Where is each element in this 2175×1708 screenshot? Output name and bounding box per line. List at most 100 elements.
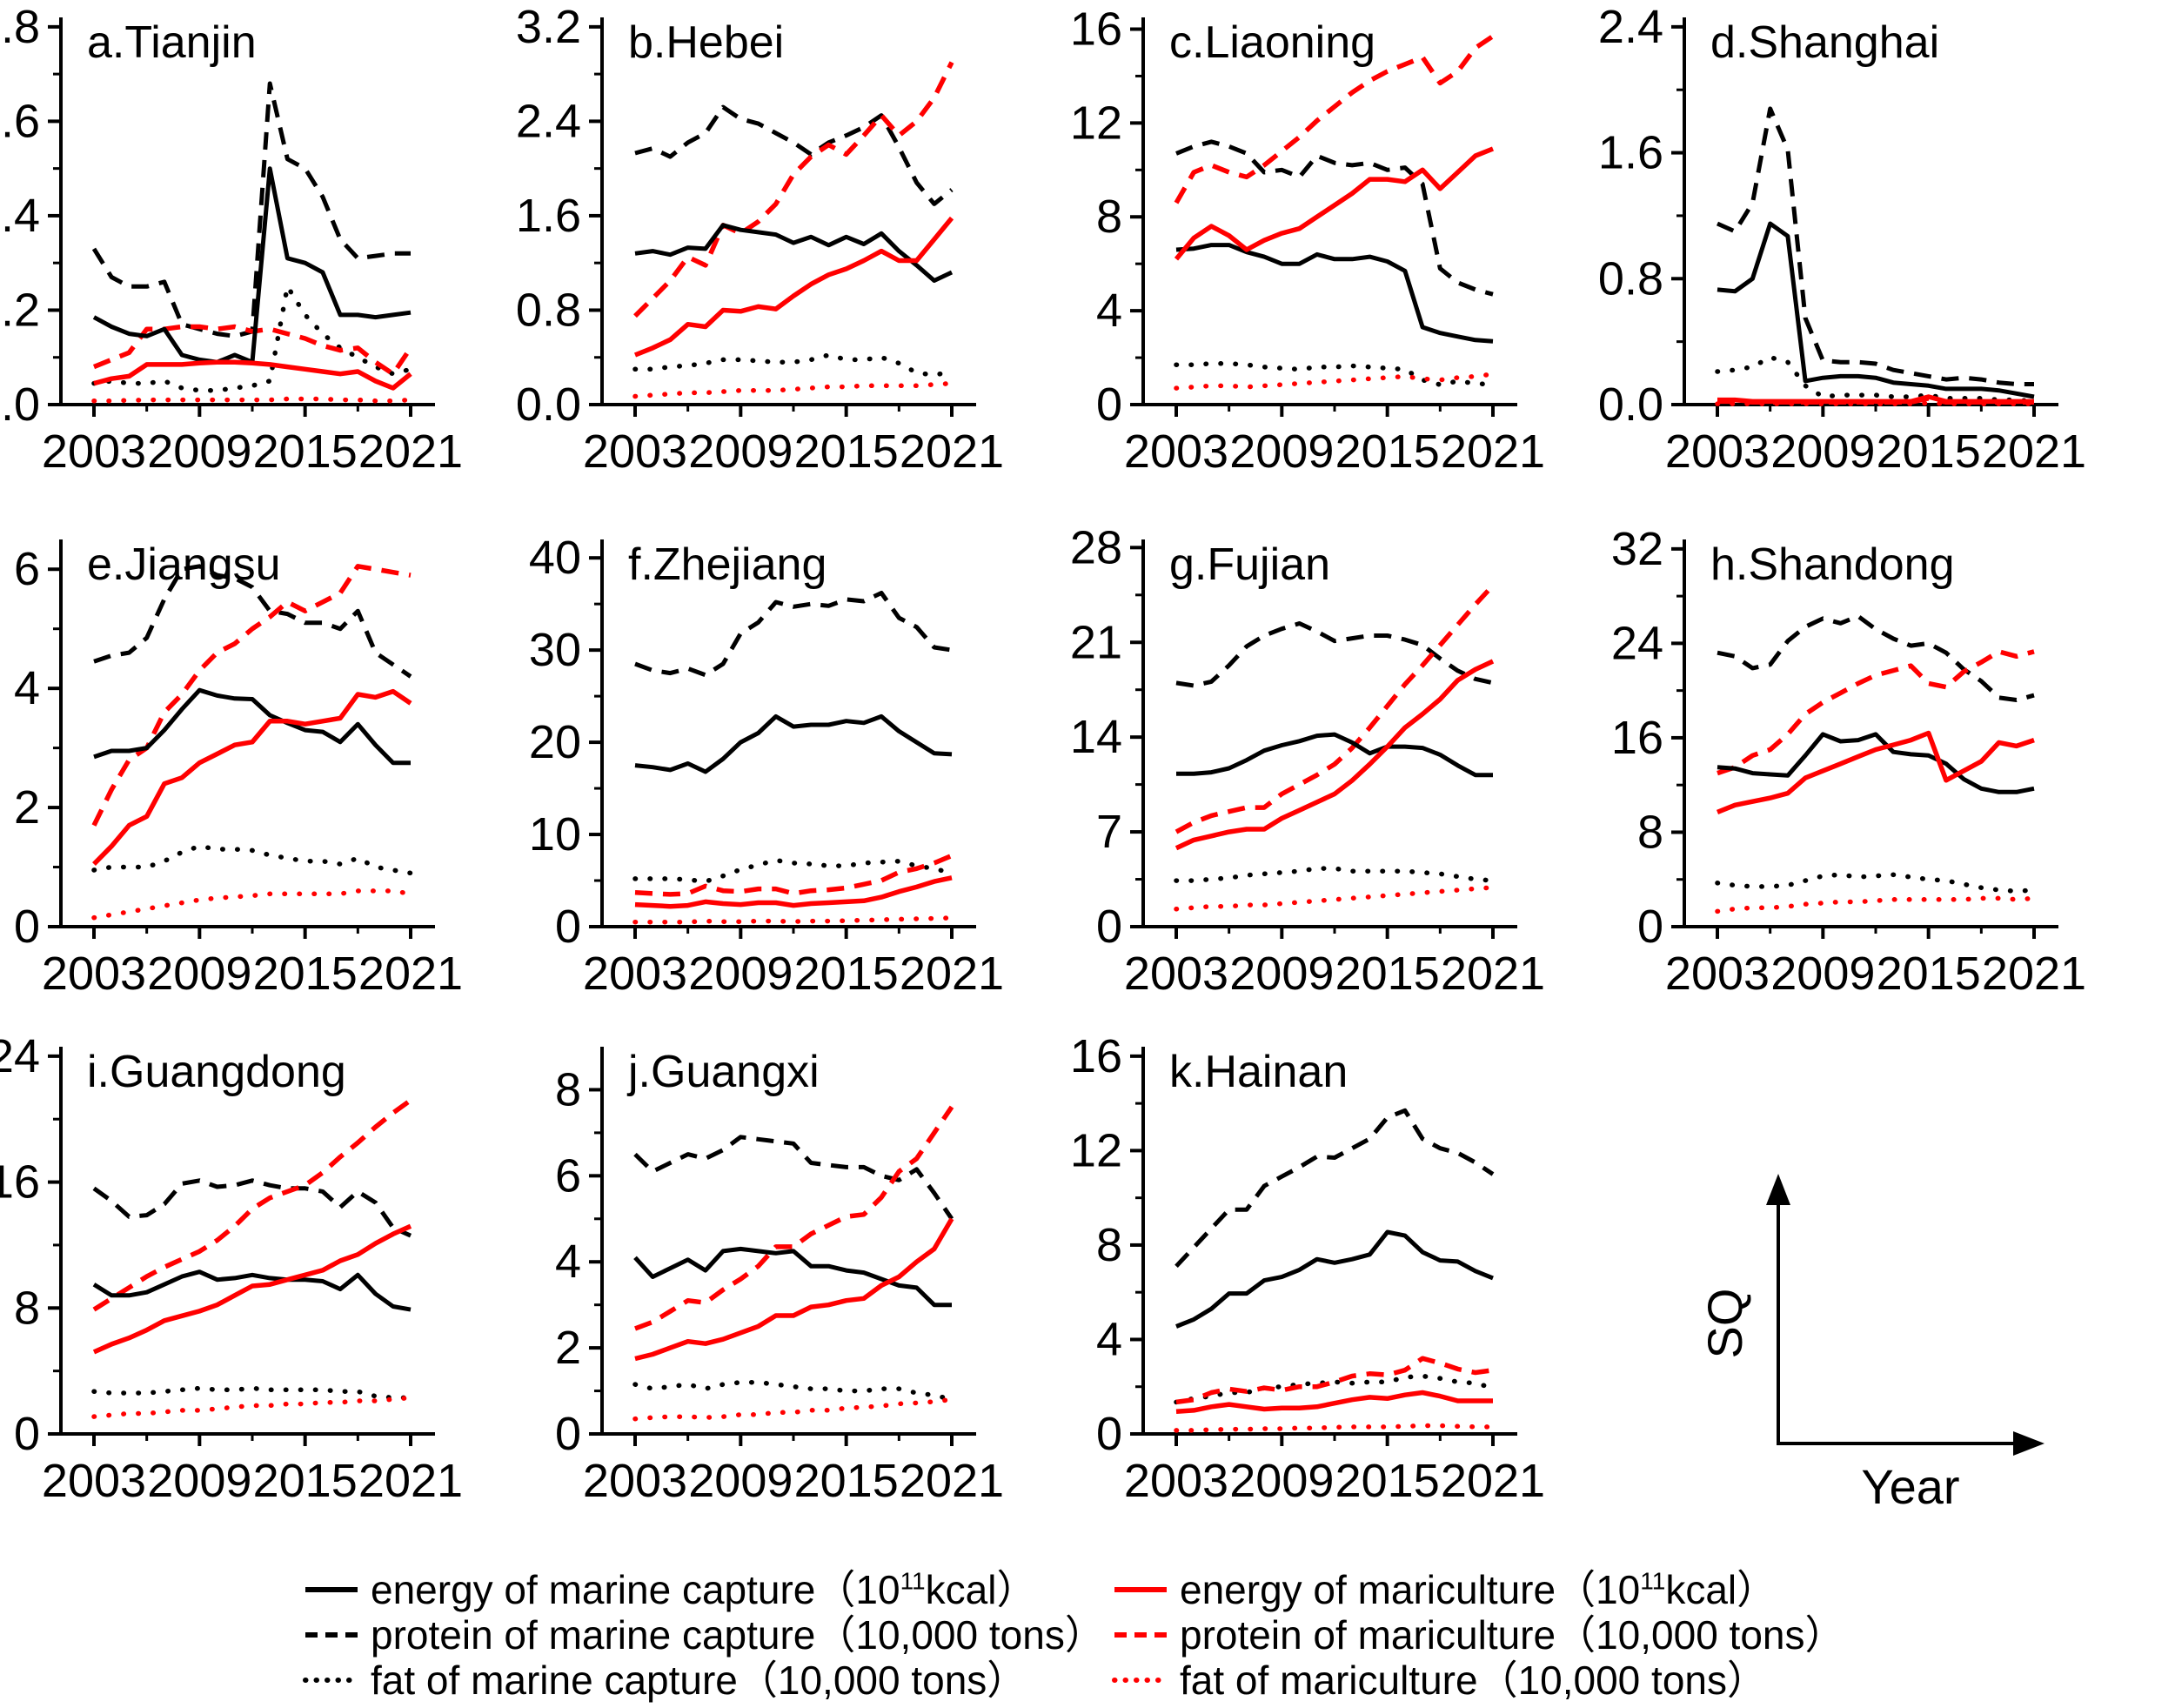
x-tick-label: 2009 (147, 948, 251, 1000)
x-tick-label: 2021 (1982, 425, 2086, 478)
series-ec (1175, 243, 1494, 344)
y-tick-label: 30 (529, 624, 581, 676)
series-fm (1174, 885, 1496, 912)
x-tick-label: 2003 (42, 1455, 146, 1507)
series-fc (1174, 361, 1496, 387)
legend-item-fat-of-mariculture: fat of mariculture（10,000 tons） (1112, 1658, 1767, 1703)
series-fc (1715, 872, 2037, 894)
series-fc (91, 1385, 413, 1401)
y-tick-label: 0.8 (0, 1, 40, 53)
y-tick-label: 16 (1611, 712, 1663, 764)
y-tick-label: 16 (1070, 3, 1122, 55)
x-tick-label: 2015 (1335, 425, 1440, 478)
x-tick-label: 2003 (583, 425, 687, 478)
x-tick-label: 2015 (794, 948, 899, 1000)
series-pm (633, 61, 954, 318)
y-tick-label: 0 (1096, 901, 1122, 953)
panel-b-hebei: 0.0 0.8 1.6 2.4 3.2 2003 2009 2015 2021 b.Hebei (516, 1, 1004, 478)
y-tick-label: 4 (1096, 1313, 1122, 1365)
x-tick-label: 2021 (1441, 1455, 1545, 1507)
axes: 0.0 0.8 1.6 2.4 2003 2009 2015 2021 (1598, 1, 2086, 478)
x-tick-label: 2015 (1335, 948, 1440, 1000)
x-tick-label: 2015 (1877, 425, 1981, 478)
panel-title: k.Hainan (1169, 1047, 1348, 1097)
series-ec (634, 713, 953, 774)
series-pm (1174, 584, 1496, 834)
x-tick-label: 2015 (253, 425, 358, 478)
y-tick-label: 12 (1070, 97, 1122, 149)
y-tick-label: 7 (1096, 806, 1122, 858)
x-tick-label: 2003 (1124, 425, 1228, 478)
series-fm (632, 915, 954, 925)
x-tick-label: 2009 (1770, 948, 1875, 1000)
series-fm (91, 396, 413, 404)
panel-c-liaoning: 0 4 8 12 16 2003 2009 2015 2021 c.Liaoning (1070, 3, 1545, 478)
x-tick-label: 2009 (1229, 425, 1334, 478)
y-tick-label: 16 (0, 1156, 40, 1209)
y-tick-label: 2.4 (516, 95, 581, 147)
legend-item-energy-of-marine-capture: energy of marine capture（1011kcal） (303, 1567, 1036, 1612)
legend-label: energy of marine capture（1011kcal） (371, 1567, 1037, 1612)
series-em (633, 216, 954, 358)
y-tick-label: 8 (14, 1282, 40, 1334)
y-tick-label: 21 (1070, 616, 1122, 668)
series-fc (91, 843, 413, 876)
panel-title: h.Shandong (1710, 539, 1955, 590)
legend-label: protein of mariculture（10,000 tons） (1180, 1612, 1845, 1658)
x-tick-label: 2003 (1124, 1455, 1228, 1507)
x-tick-label: 2003 (1665, 948, 1770, 1000)
series-ec (633, 1246, 952, 1308)
inset-x-axis-label: Year (1861, 1459, 1959, 1514)
series-pm (1174, 34, 1495, 204)
x-tick-label: 2009 (1229, 948, 1334, 1000)
panel-i-guangdong: 0 8 16 24 2003 2009 2015 2021 i.Guangdong (0, 1030, 463, 1507)
series-fc (1174, 1373, 1496, 1405)
series-fm (632, 380, 954, 399)
y-tick-label: 28 (1070, 521, 1122, 573)
x-tick-label: 2009 (688, 425, 793, 478)
series-pm (634, 1105, 954, 1331)
panel-g-fujian: 0 7 14 21 28 2003 2009 2015 2021 g.Fujian (1070, 521, 1545, 1000)
series-em (1175, 1390, 1493, 1414)
x-tick-label: 2021 (900, 425, 1004, 478)
sq-year-inset: SQ Year (1697, 1174, 2044, 1514)
x-tick-label: 2003 (583, 1455, 687, 1507)
series-fc (632, 857, 954, 884)
x-tick-label: 2003 (42, 948, 146, 1000)
panel-title: e.Jiangsu (87, 539, 281, 590)
series-ec (1176, 732, 1493, 778)
series-fc (632, 1379, 954, 1403)
series-pc (1175, 621, 1494, 688)
y-tick-label: 0.0 (516, 378, 581, 431)
y-tick-label: 0.0 (1598, 378, 1663, 431)
x-tick-label: 2021 (900, 1455, 1004, 1507)
y-tick-label: 0.0 (0, 378, 40, 431)
y-tick-label: 0 (1637, 901, 1663, 953)
panel-e-jiangsu: 0 2 4 6 2003 2009 2015 2021 e.Jiangsu (14, 539, 463, 1000)
panel-k-hainan: 0 4 8 12 16 2003 2009 2015 2021 k.Hainan (1070, 1030, 1545, 1507)
legend-label: energy of mariculture（1011kcal） (1180, 1567, 1777, 1612)
x-tick-label: 2009 (688, 1455, 793, 1507)
x-tick-label: 2015 (253, 1455, 358, 1507)
legend-label: fat of marine capture（10,000 tons） (371, 1658, 1027, 1703)
series-fc (1715, 354, 2037, 405)
panel-f-zhejiang: 0 10 20 30 40 2003 2009 2015 2021 f.Zhejiang (529, 532, 1004, 1000)
legend-line-dashed-black (305, 1632, 358, 1638)
x-tick-label: 2015 (1335, 1455, 1440, 1507)
series-em (1174, 146, 1495, 261)
y-tick-label: 32 (1611, 523, 1663, 575)
series-pm (1717, 649, 2035, 776)
axes: 0 4 8 12 16 2003 2009 2015 2021 (1070, 3, 1545, 478)
x-tick-label: 2009 (147, 425, 251, 478)
axes: 0 8 16 24 32 2003 2009 2015 2021 (1611, 523, 2086, 1000)
axes: 0 4 8 12 16 2003 2009 2015 2021 (1070, 1030, 1545, 1507)
y-tick-label: 4 (14, 662, 40, 714)
legend-item-protein-of-mariculture: protein of mariculture（10,000 tons） (1112, 1612, 1845, 1658)
series-fm (91, 888, 413, 921)
series-pm (92, 324, 413, 377)
x-tick-label: 2003 (42, 425, 146, 478)
y-tick-label: 20 (529, 716, 581, 768)
y-tick-label: 2 (14, 781, 40, 834)
series-ec (93, 687, 411, 766)
